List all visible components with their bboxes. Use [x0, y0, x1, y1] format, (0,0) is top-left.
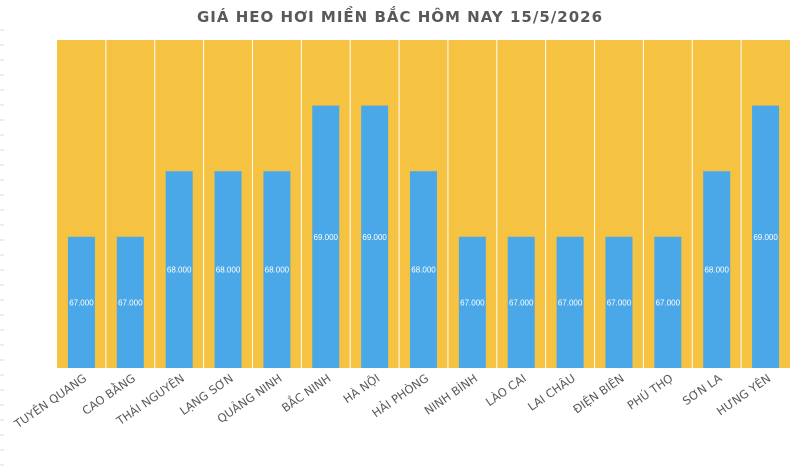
bar	[312, 105, 340, 368]
tick-label: TUYÊN QUANG	[10, 370, 89, 432]
bar	[116, 236, 144, 368]
tick-label: LÀO CAI	[482, 370, 529, 409]
tick-label: HƯNG YÊN	[713, 370, 773, 418]
data-label: 67.000	[607, 298, 632, 307]
bar	[507, 236, 535, 368]
data-label: 67.000	[69, 298, 94, 307]
bar	[654, 236, 682, 368]
data-label: 68.000	[265, 266, 290, 275]
bar	[165, 171, 193, 368]
bar	[214, 171, 242, 368]
bar	[556, 236, 584, 368]
bar	[361, 105, 389, 368]
data-label: 68.000	[704, 266, 729, 275]
bar	[703, 171, 731, 368]
data-label: 69.000	[362, 233, 387, 242]
tick-label: PHÚ THỌ	[624, 370, 676, 412]
tick-label: BẮC NINH	[278, 369, 334, 415]
bar	[605, 236, 633, 368]
tick-label: NINH BÌNH	[421, 370, 480, 418]
tick-label: SƠN LA	[680, 371, 725, 408]
data-label: 67.000	[118, 298, 143, 307]
data-label: 67.000	[558, 298, 583, 307]
data-label: 69.000	[753, 233, 778, 242]
chart-title: GIÁ HEO HƠI MIỀN BẮC HÔM NAY 15/5/2026	[196, 8, 604, 26]
bar	[752, 105, 780, 368]
data-label: 69.000	[314, 233, 339, 242]
bar	[67, 236, 95, 368]
bar	[263, 171, 291, 368]
data-label: 68.000	[216, 266, 241, 275]
bar	[458, 236, 486, 368]
data-label: 67.000	[509, 298, 534, 307]
bar	[410, 171, 437, 368]
tick-label: ĐIỆN BIÊN	[570, 370, 627, 416]
data-label: 67.000	[460, 298, 485, 307]
data-label: 67.000	[656, 298, 681, 307]
tick-label: HÀ NỘI	[340, 370, 382, 406]
data-label: 68.000	[411, 266, 436, 275]
tick-label: LAI CHÂU	[525, 370, 578, 414]
data-label: 68.000	[167, 266, 192, 275]
